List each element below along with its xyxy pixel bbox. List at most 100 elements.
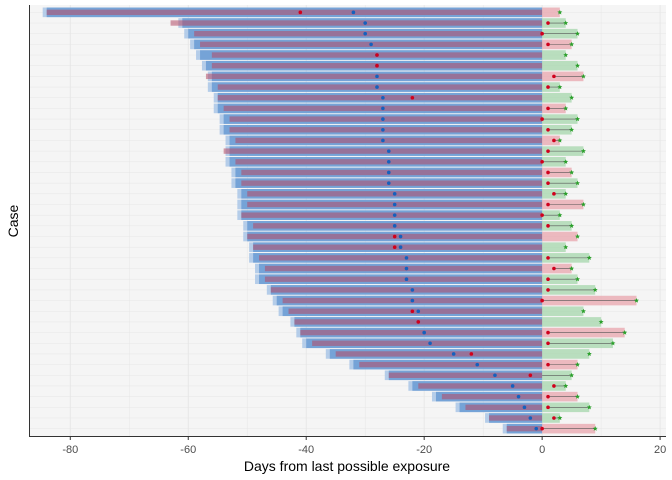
infection-point [386, 159, 391, 164]
onset-point [546, 181, 550, 185]
onset-point [540, 213, 544, 217]
report-point [575, 116, 580, 122]
infection-point [404, 277, 409, 282]
infection-point [398, 234, 403, 239]
onset-point [546, 256, 550, 260]
infection-point [386, 181, 391, 185]
x-tick-label: 20 [654, 444, 666, 456]
onset-point [546, 21, 550, 25]
overlap-window [241, 212, 543, 218]
infection-point [381, 106, 385, 111]
infection-point [381, 117, 385, 121]
onset-point [410, 95, 415, 100]
infection-point [351, 10, 356, 15]
overlap-window [194, 30, 543, 37]
onset-point [298, 10, 303, 15]
onset-point [552, 192, 556, 196]
report-point [557, 84, 563, 90]
report-point [580, 148, 586, 154]
onset-point [552, 138, 556, 143]
overlap-window [300, 329, 543, 336]
infection-point [386, 149, 391, 153]
report-point [557, 212, 563, 218]
x-tick-label: -40 [298, 444, 314, 456]
x-ticks: -80 -60 -40 -20 0 20 [62, 436, 666, 456]
x-tick-label: -60 [180, 444, 196, 456]
overlap-window [217, 84, 543, 90]
onset-point [540, 117, 544, 121]
infection-point [475, 362, 480, 367]
onset-point [552, 266, 556, 271]
onset-point [546, 405, 550, 410]
y-axis-title: Case [5, 204, 21, 237]
report-point [610, 340, 616, 346]
report-point [569, 127, 575, 132]
onset-point [540, 426, 544, 431]
overlap-window [235, 137, 543, 144]
report-point [575, 63, 580, 68]
overlap-window [229, 127, 543, 133]
report-point [634, 297, 639, 303]
infection-point [451, 352, 456, 356]
infection-point [404, 266, 409, 271]
post-exposure-window [542, 349, 590, 359]
post-exposure-window [542, 60, 578, 71]
report-point [586, 404, 592, 410]
onset-point [546, 149, 550, 153]
post-exposure-window [542, 306, 584, 317]
onset-point [546, 202, 550, 207]
infection-point [363, 31, 367, 36]
post-exposure-window [542, 135, 560, 146]
report-point [563, 244, 569, 250]
overlap-window [312, 340, 543, 346]
report-point [557, 9, 563, 15]
overlap-window [489, 415, 543, 421]
report-point [592, 426, 598, 431]
infection-point [522, 405, 527, 410]
overlap-window [170, 20, 543, 26]
overlap-window [264, 276, 543, 282]
onset-point [552, 416, 556, 420]
report-point [586, 351, 592, 357]
post-exposure-window [542, 92, 572, 103]
onset-point [552, 384, 556, 388]
onset-point [540, 298, 544, 303]
report-point [569, 95, 575, 100]
infection-point [410, 298, 415, 303]
infection-point [422, 330, 426, 335]
infection-point [381, 95, 385, 100]
report-point [569, 223, 575, 228]
report-point [575, 233, 580, 239]
report-point [569, 372, 575, 378]
infection-point [392, 202, 397, 207]
onset-point [546, 362, 550, 367]
infection-point [375, 85, 379, 89]
overlap-window [441, 393, 543, 400]
report-point [575, 180, 580, 186]
infection-point [534, 426, 539, 431]
post-exposure-window [542, 7, 560, 18]
overlap-window [388, 372, 543, 378]
report-point [598, 319, 604, 325]
overlap-window [264, 265, 543, 272]
overlap-window [223, 148, 543, 154]
overlap-window [270, 287, 543, 293]
onset-point [375, 53, 379, 57]
onset-point [552, 74, 556, 79]
infection-point [381, 127, 385, 132]
onset-point [546, 330, 550, 335]
report-point [563, 52, 569, 58]
x-tick-label: -20 [416, 444, 432, 456]
x-tick-label: -80 [62, 444, 78, 456]
overlap-window [335, 351, 543, 357]
onset-point [540, 159, 544, 164]
infection-point [404, 256, 409, 260]
report-point [563, 20, 569, 26]
report-point [563, 191, 569, 196]
infection-point [416, 309, 421, 314]
post-exposure-window [542, 242, 566, 252]
report-point [575, 394, 580, 399]
infection-point [392, 224, 397, 228]
report-point [575, 362, 580, 367]
